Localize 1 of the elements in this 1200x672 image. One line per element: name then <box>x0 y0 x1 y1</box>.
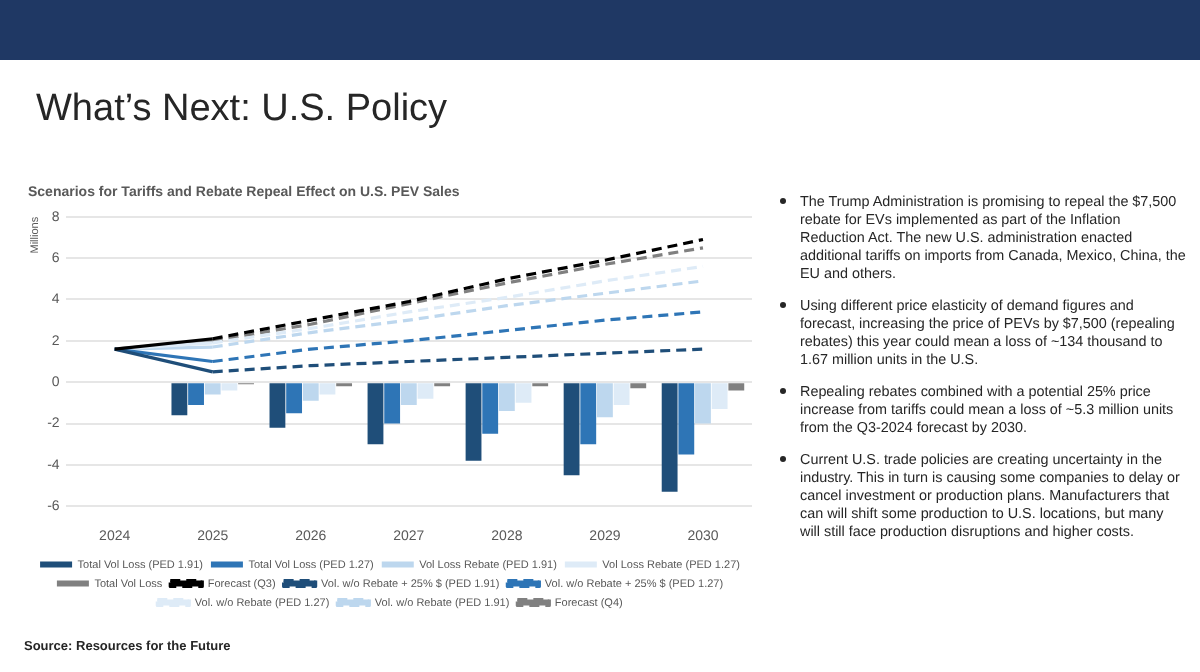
chart-title: What’s Next: U.S. Policy <box>36 88 448 132</box>
